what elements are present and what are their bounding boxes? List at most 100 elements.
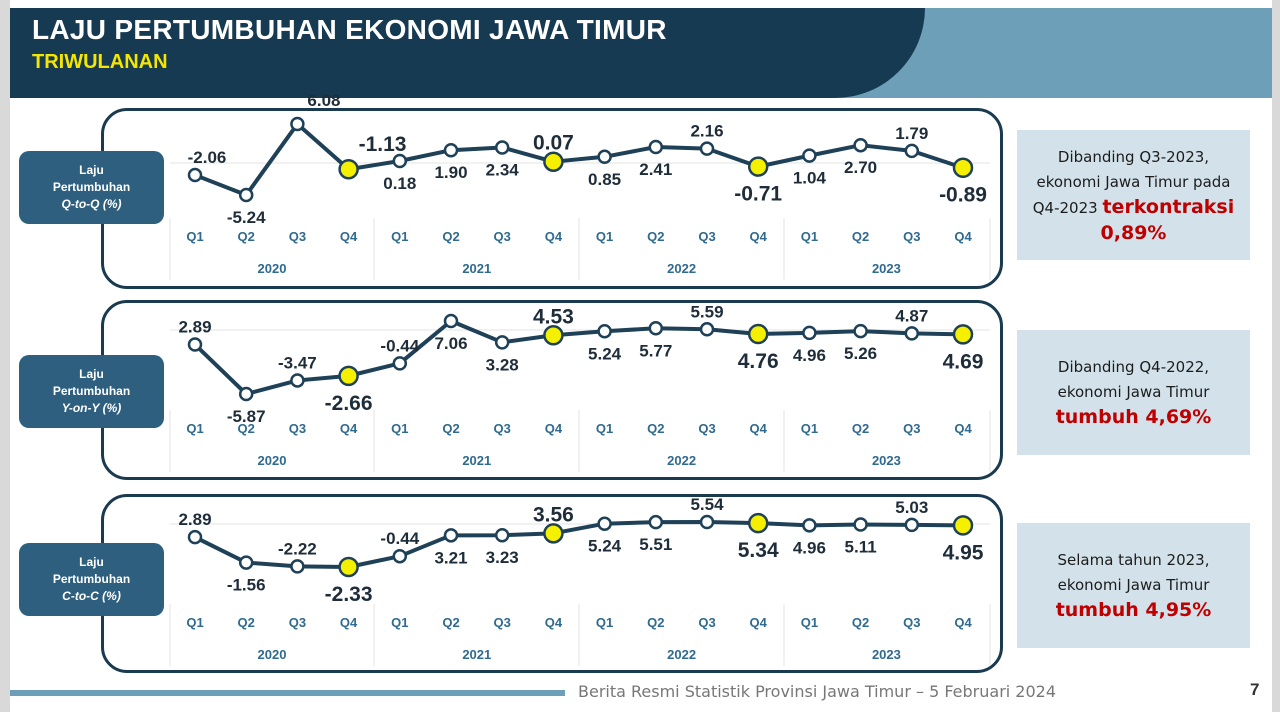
data-label: 5.59 [690,302,723,321]
data-label: 3.28 [486,355,519,374]
data-label: 5.26 [844,344,877,363]
data-point [802,325,817,341]
data-point-highlight [543,523,564,544]
data-point [597,324,612,339]
label-line: Laju [79,367,104,381]
series-line [194,520,964,569]
data-point [597,149,612,165]
data-label: 6.08 [307,91,340,110]
quarter-tick-label: Q1 [186,421,203,436]
data-label: 4.87 [895,306,928,325]
quarter-tick-label: Q3 [903,615,920,630]
quarter-tick-label: Q1 [801,615,818,630]
year-tick-label: 2023 [872,261,901,276]
data-label: 0.07 [533,132,574,155]
note-line: ekonomi Jawa Timur [1057,383,1210,401]
data-label: 5.24 [588,344,622,363]
quarter-tick-label: Q3 [903,421,920,436]
note-line: Selama tahun 2023, [1057,551,1210,569]
panel-qtoq [101,108,1003,289]
data-point-highlight [338,158,359,180]
note-highlight: tumbuh 4,95% [1055,599,1212,621]
data-label: -1.56 [227,576,266,595]
data-label: 5.03 [895,498,928,517]
label-line: C-to-C (%) [62,589,121,603]
note-highlight: tumbuh 4,69% [1055,406,1212,428]
data-point [853,137,868,153]
quarter-tick-label: Q1 [801,421,818,436]
quarter-tick-label: Q1 [801,229,818,244]
year-tick-label: 2020 [258,453,287,468]
data-point [392,356,408,371]
data-point-highlight [338,556,359,578]
data-label: 2.70 [844,158,877,177]
data-label: 2.16 [690,122,723,141]
data-label: 7.06 [434,334,467,353]
quarter-tick-label: Q3 [698,421,715,436]
label-line: Laju [79,163,104,177]
quarter-tick-label: Q2 [442,615,459,630]
footer-bar [10,690,565,696]
quarter-tick-label: Q4 [750,229,768,244]
data-point-highlight [747,512,769,534]
data-label: 1.79 [895,124,928,143]
year-tick-label: 2021 [462,453,491,468]
data-point-highlight [952,157,974,178]
quarter-tick-label: Q4 [340,615,358,630]
data-label: 4.76 [738,350,779,373]
quarter-tick-label: Q3 [289,615,306,630]
quarter-tick-label: Q4 [954,615,972,630]
data-label: 1.04 [793,169,827,188]
data-point [187,167,203,183]
note-line: ekonomi Jawa Timur pada [1036,172,1231,191]
data-label: 5.51 [639,535,672,554]
data-point [443,528,459,543]
data-label: 5.34 [738,539,779,562]
data-label: -0.89 [939,184,987,207]
quarter-tick-label: Q2 [442,229,459,244]
quarter-tick-label: Q3 [494,229,511,244]
quarter-tick-label: Q3 [289,229,306,244]
data-label: -5.24 [227,208,266,227]
data-label: 4.96 [793,346,826,365]
label-ctoc: Laju Pertumbuhan C-to-C (%) [19,543,164,616]
data-label: 0.85 [588,170,621,189]
data-point [802,148,817,163]
quarter-tick-label: Q4 [750,615,768,630]
label-line: Pertumbuhan [52,384,131,398]
data-label: -1.13 [359,133,407,156]
quarter-tick-label: Q2 [238,229,255,244]
data-point [290,116,305,132]
quarter-tick-label: Q2 [442,421,459,436]
quarter-tick-label: Q4 [954,421,972,436]
data-label: -2.33 [325,583,373,606]
label-yony: Laju Pertumbuhan Y-on-Y (%) [19,355,164,428]
data-label: -3.47 [278,353,317,372]
data-label: 5.11 [845,537,877,556]
data-label: 1.90 [434,163,467,182]
year-tick-label: 2023 [872,647,901,662]
data-point [699,322,715,337]
quarter-tick-label: Q3 [698,615,715,630]
data-label: 5.24 [588,537,622,556]
data-point [597,516,612,531]
data-label: 4.96 [793,538,826,557]
data-point-highlight [747,156,769,177]
year-tick-label: 2020 [258,647,287,662]
data-label: -2.22 [278,539,317,558]
data-label: 0.18 [383,174,416,193]
series-line [194,122,964,197]
year-tick-label: 2022 [667,261,696,276]
data-label: 4.53 [533,305,574,328]
quarter-tick-label: Q4 [954,229,972,244]
year-tick-label: 2020 [258,261,287,276]
data-point [290,559,305,574]
page-number: 7 [1250,680,1260,699]
note-qtoq: Dibanding Q3-2023, ekonomi Jawa Timur pa… [1017,130,1250,260]
note-line: Q4-2023 [1032,198,1103,217]
data-point-highlight [543,325,564,346]
data-point [648,514,664,530]
year-tick-label: 2021 [462,647,491,662]
data-point [699,514,715,530]
